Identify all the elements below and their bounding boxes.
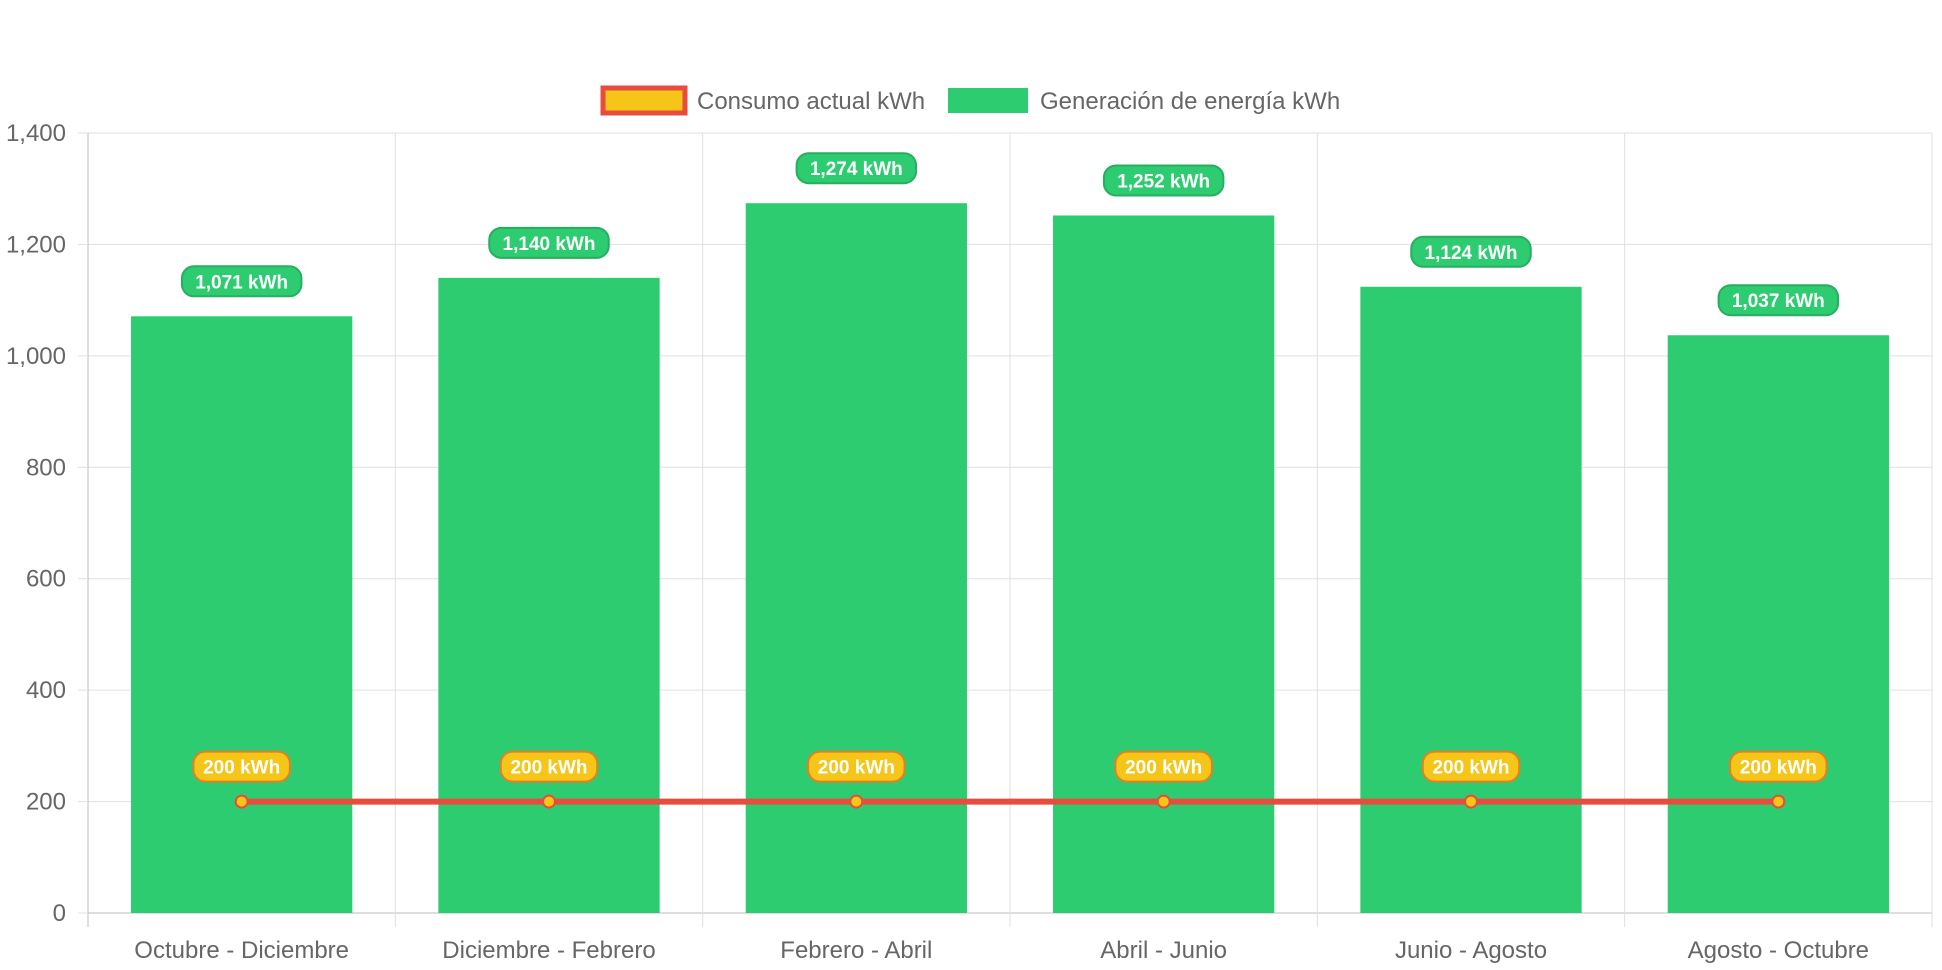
grid [87,132,1933,927]
x-tick-label: Abril - Junio [1100,937,1227,964]
legend-swatch-consumo[interactable] [600,85,688,116]
x-tick-label: Octubre - Diciembre [134,937,349,964]
line-data-label-bg [1114,750,1213,783]
data-labels: 1,071 kWh 1,140 kWh 1,274 kWh 1,252 kWh 1,12… [180,152,1840,783]
line-data-label: 200 kWh [510,758,587,779]
legend-swatch-generacion[interactable] [948,88,1028,113]
line-data-label: 200 kWh [1740,758,1817,779]
line-data-label-bg [192,750,291,783]
y-tick-label: 1,000 [6,343,66,370]
y-tick-label: 1,400 [6,120,66,147]
bar-data-label: 1,274 kWh [810,159,903,180]
bar[interactable] [438,277,660,913]
bar-data-label: 1,140 kWh [503,234,596,255]
legend-label-consumo[interactable]: Consumo actual kWh [697,88,925,115]
bar-data-label-bg [795,152,918,185]
consumption-line [234,794,1786,809]
consumption-point[interactable] [1771,794,1786,809]
bar-data-label: 1,071 kWh [195,272,288,293]
line-data-label: 200 kWh [1125,758,1202,779]
bar-data-label-bg [1102,164,1225,197]
y-tick-label: 200 [26,789,66,816]
y-tick-label: 800 [26,454,66,481]
bar[interactable] [1360,286,1582,913]
consumption-point[interactable] [1464,794,1478,809]
line-data-label: 200 kWh [1432,758,1509,779]
line-data-label: 200 kWh [203,758,280,779]
bar-data-label: 1,124 kWh [1425,243,1518,264]
line-data-label: 200 kWh [818,758,895,779]
axes: 0 200 400 600 800 1,000 1,200 1,400 Octubre - Di… [6,120,1869,964]
bar[interactable] [1667,335,1889,913]
bar-data-label-bg [1410,235,1532,268]
bar-data-label-bg [1717,284,1840,317]
x-tick-label: Diciembre - Febrero [442,937,655,964]
y-tick-label: 600 [26,566,66,593]
y-tick-label: 400 [26,677,66,704]
bar[interactable] [131,316,353,913]
bar-data-label-bg [488,226,610,259]
legend[interactable]: Consumo actual kWh Generación de energía … [600,85,1340,116]
bar-data-label: 1,037 kWh [1732,291,1825,312]
line-data-label-bg [1421,750,1521,783]
y-tick-label: 0 [53,900,66,927]
x-tick-label: Agosto - Octubre [1688,937,1869,964]
consumption-point[interactable] [849,794,864,809]
y-tick-label: 1,200 [6,231,66,258]
legend-label-generacion[interactable]: Generación de energía kWh [1040,88,1340,115]
bar-data-label-bg [180,265,303,298]
consumption-point[interactable] [1156,794,1171,809]
x-tick-label: Febrero - Abril [780,937,932,964]
bar-data-label: 1,252 kWh [1117,171,1210,192]
consumption-point[interactable] [542,794,556,809]
consumption-point[interactable] [234,794,249,809]
line-data-label-bg [807,750,906,783]
x-tick-label: Junio - Agosto [1395,937,1547,964]
line-data-label-bg [1729,750,1828,783]
line-data-label-bg [499,750,599,783]
